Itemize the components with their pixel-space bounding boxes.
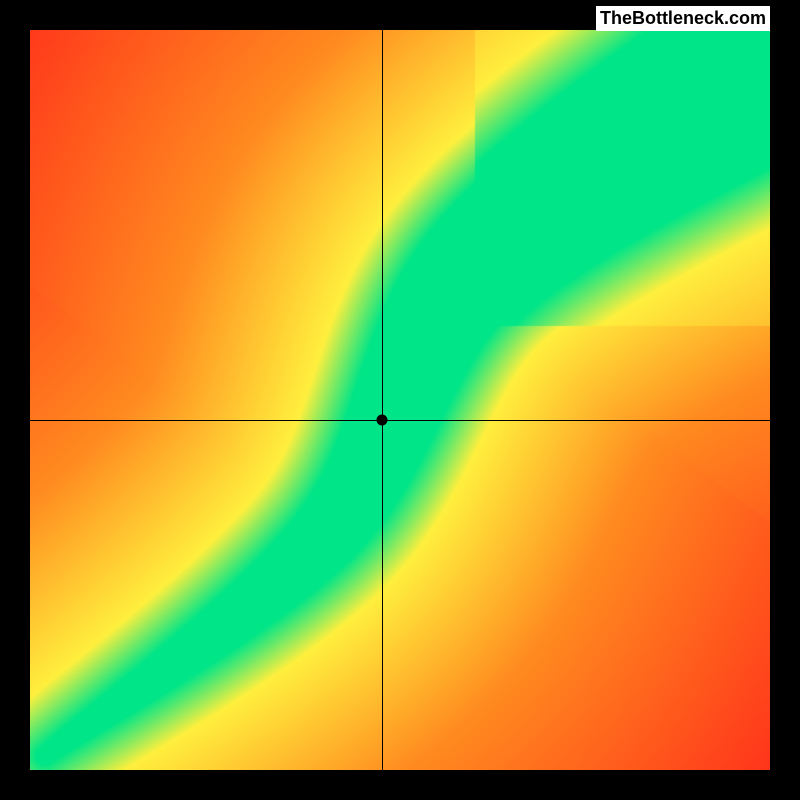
attribution-label: TheBottleneck.com xyxy=(596,6,770,31)
crosshair-horizontal xyxy=(30,420,770,421)
crosshair-vertical xyxy=(382,30,383,770)
selected-point-marker xyxy=(376,414,387,425)
heatmap-chart xyxy=(30,30,770,770)
heatmap-canvas xyxy=(30,30,770,770)
